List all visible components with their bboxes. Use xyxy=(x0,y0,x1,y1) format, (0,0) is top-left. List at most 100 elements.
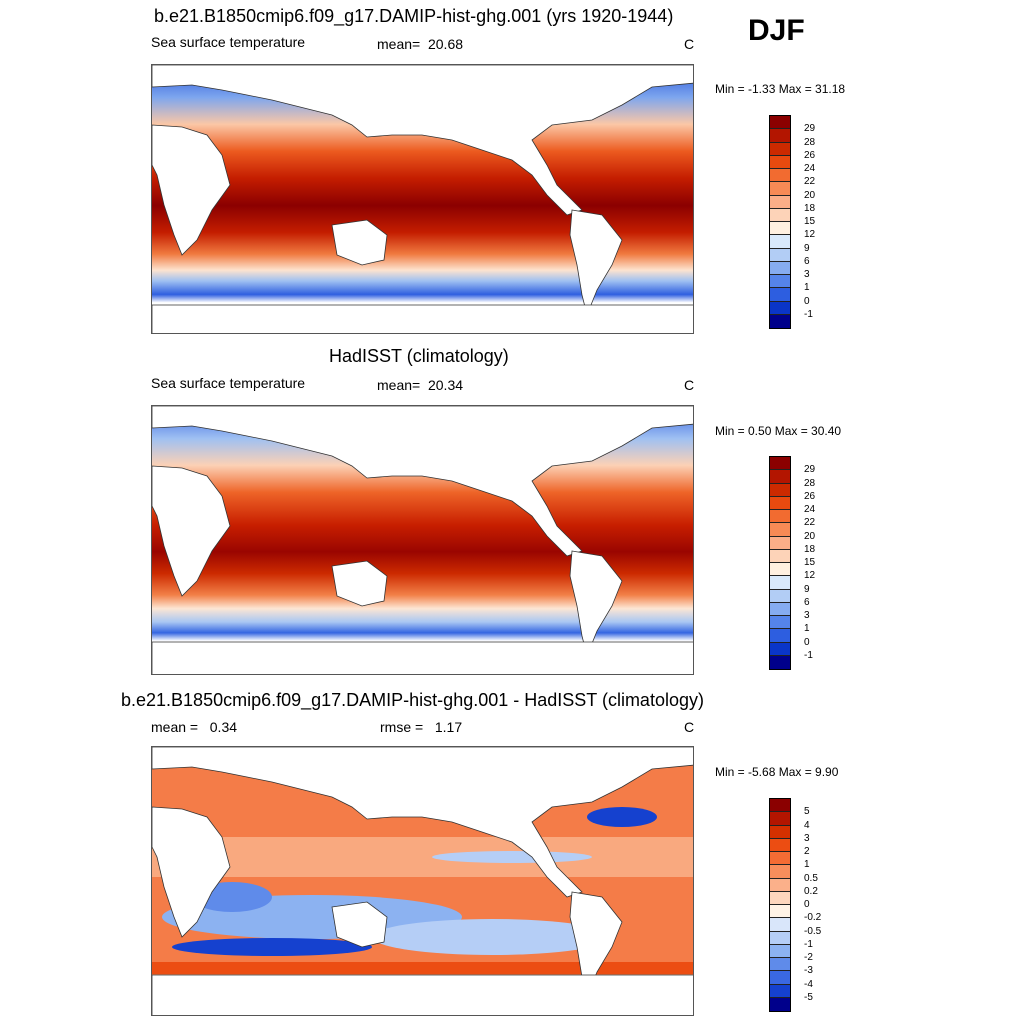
panel1-antarctica xyxy=(152,304,693,333)
panel2-colorbar-swatch xyxy=(770,642,790,656)
panel1-variable-label: Sea surface temperature xyxy=(151,34,306,50)
panel3-colorbar-swatch xyxy=(770,918,790,932)
panel2-colorbar-tick: -1 xyxy=(804,650,813,661)
panel1-colorbar-swatch xyxy=(770,235,790,249)
panel2-colorbar-tick: 12 xyxy=(804,570,816,581)
panel3-colorbar-tick: -1 xyxy=(804,939,813,950)
panel2-colorbar-tick: 24 xyxy=(804,504,816,515)
panel1-colorbar-tick: 0 xyxy=(804,296,810,307)
panel2-title: HadISST (climatology) xyxy=(329,346,509,366)
panel1-units: C xyxy=(684,36,695,52)
panel1-colorbar-swatch xyxy=(770,314,790,328)
panel2-colorbar-swatch xyxy=(770,470,790,484)
panel2-colorbar-swatch xyxy=(770,536,790,550)
panel3-colorbar-tick: -0.5 xyxy=(804,926,822,937)
panel3-units: C xyxy=(684,719,695,735)
panel1-colorbar-tick: 3 xyxy=(804,269,810,280)
panel3-colorbar-tick: -2 xyxy=(804,952,813,963)
panel3-colorbar-swatch xyxy=(770,984,790,998)
panel3-colorbar-tick: 0 xyxy=(804,899,810,910)
panel2-colorbar-tick: 26 xyxy=(804,491,816,502)
panel1-colorbar-swatch xyxy=(770,301,790,315)
panel2-colorbar-tick: 9 xyxy=(804,584,810,595)
panel1-colorbar-tick: 1 xyxy=(804,282,810,293)
panel3-rmse-value: 1.17 xyxy=(434,719,463,735)
panel3-rmse-label: rmse = 1.17 xyxy=(380,719,463,735)
panel1-minmax: Min = -1.33 Max = 31.18 xyxy=(715,82,846,96)
panel3-colorbar-swatch xyxy=(770,799,790,813)
panel3-minmax: Min = -5.68 Max = 9.90 xyxy=(715,765,839,779)
panel1-south-america xyxy=(569,209,623,317)
panel3-colorbar xyxy=(769,798,791,1012)
panel1-colorbar-swatch xyxy=(770,129,790,143)
panel1-colorbar-swatch xyxy=(770,182,790,196)
panel2-colorbar-swatch xyxy=(770,457,790,471)
panel3-colorbar-swatch xyxy=(770,931,790,945)
panel3-mean-label: mean = 0.34 xyxy=(151,719,238,735)
panel2-colorbar-tick: 3 xyxy=(804,610,810,621)
panel3-colorbar-tick: 0.2 xyxy=(804,886,818,897)
panel1-mean-label: mean= 20.68 xyxy=(377,36,464,52)
panel1-colorbar-swatch xyxy=(770,248,790,262)
panel2-colorbar-tick: 18 xyxy=(804,544,816,555)
panel3-northern-landmass xyxy=(152,747,693,898)
panel2-map xyxy=(151,405,694,675)
panel2-colorbar-tick: 6 xyxy=(804,597,810,608)
season-label: DJF xyxy=(748,14,805,47)
panel1-colorbar-tick: 15 xyxy=(804,216,816,227)
panel2-antarctica xyxy=(152,641,693,674)
panel2-colorbar-swatch xyxy=(770,510,790,524)
panel2-colorbar-swatch xyxy=(770,483,790,497)
panel1-colorbar-swatch xyxy=(770,288,790,302)
panel1-colorbar-swatch xyxy=(770,195,790,209)
panel3-map xyxy=(151,746,694,1016)
panel1-colorbar-tick: 28 xyxy=(804,137,816,148)
panel3-colorbar-swatch xyxy=(770,905,790,919)
panel2-colorbar xyxy=(769,456,791,670)
panel3-colorbar-swatch xyxy=(770,812,790,826)
panel2-variable-label: Sea surface temperature xyxy=(151,375,306,391)
panel3-colorbar-tick: 5 xyxy=(804,806,810,817)
panel3-antarctica xyxy=(152,974,693,1015)
panel3-colorbar-swatch xyxy=(770,958,790,972)
panel3-colorbar-tick: 0.5 xyxy=(804,873,818,884)
panel3-colorbar-tick: 4 xyxy=(804,820,810,831)
panel3-colorbar-swatch xyxy=(770,825,790,839)
panel1-colorbar-tick: 9 xyxy=(804,243,810,254)
panel2-colorbar-swatch xyxy=(770,496,790,510)
panel2-mean-label: mean= 20.34 xyxy=(377,377,464,393)
panel2-colorbar-swatch xyxy=(770,629,790,643)
panel2-colorbar-swatch xyxy=(770,655,790,669)
panel3-colorbar-swatch xyxy=(770,865,790,879)
panel3-colorbar-swatch xyxy=(770,852,790,866)
panel1-colorbar-tick: 6 xyxy=(804,256,810,267)
panel1-colorbar-tick: 22 xyxy=(804,176,816,187)
panel3-colorbar-tick: 3 xyxy=(804,833,810,844)
panel2-colorbar-tick: 29 xyxy=(804,464,816,475)
panel1-colorbar-swatch xyxy=(770,222,790,236)
panel3-colorbar-tick: -5 xyxy=(804,992,813,1003)
panel1-colorbar-swatch xyxy=(770,261,790,275)
panel2-colorbar-swatch xyxy=(770,602,790,616)
panel2-australia xyxy=(331,560,388,607)
panel3-colorbar-swatch xyxy=(770,944,790,958)
panel1-colorbar-tick: 18 xyxy=(804,203,816,214)
panel2-colorbar-tick: 28 xyxy=(804,478,816,489)
panel1-colorbar-swatch xyxy=(770,169,790,183)
panel3-colorbar-tick: 1 xyxy=(804,859,810,870)
panel3-colorbar-swatch xyxy=(770,971,790,985)
panel3-colorbar-swatch xyxy=(770,997,790,1011)
panel2-colorbar-swatch xyxy=(770,549,790,563)
panel1-map xyxy=(151,64,694,334)
panel1-colorbar-tick: 24 xyxy=(804,163,816,174)
panel3-colorbar-tick: -3 xyxy=(804,965,813,976)
panel2-colorbar-swatch xyxy=(770,589,790,603)
panel2-colorbar-swatch xyxy=(770,523,790,537)
panel2-colorbar-tick: 22 xyxy=(804,517,816,528)
panel1-title: b.e21.B1850cmip6.f09_g17.DAMIP-hist-ghg.… xyxy=(154,6,674,26)
panel3-africa xyxy=(152,806,231,938)
panel2-units: C xyxy=(684,377,695,393)
panel3-australia xyxy=(331,901,388,948)
panel1-mean-value: 20.68 xyxy=(427,36,464,52)
panel1-colorbar-tick: -1 xyxy=(804,309,813,320)
